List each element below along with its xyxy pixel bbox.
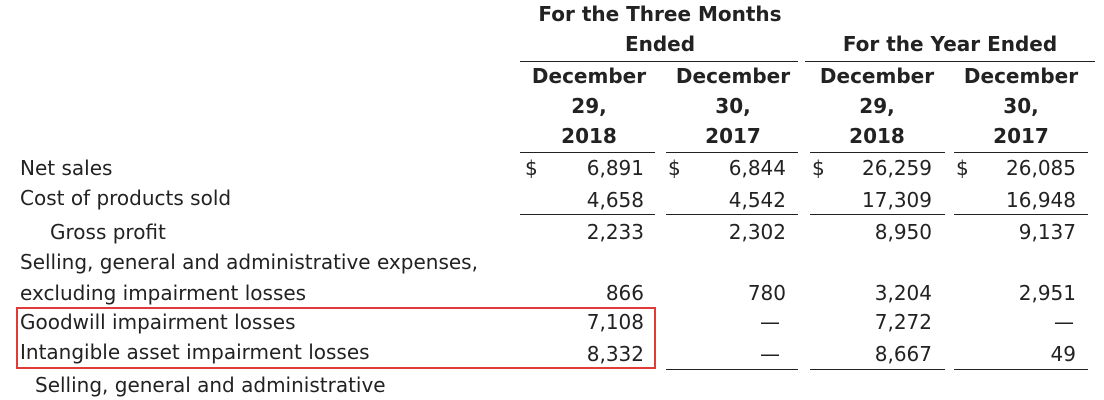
col4-header-day: 30, bbox=[1003, 94, 1039, 118]
gross-col3: 8,950 bbox=[874, 220, 932, 244]
row-sga-label-line2: excluding impairment losses bbox=[20, 281, 307, 305]
goodwill-col2: — bbox=[760, 310, 780, 334]
cost-underline-col2 bbox=[666, 214, 798, 215]
net-sales-col4: 26,085 bbox=[1006, 156, 1076, 180]
cost-underline-col3 bbox=[810, 214, 945, 215]
gross-col1: 2,233 bbox=[586, 220, 644, 244]
intangible-col2: — bbox=[760, 342, 780, 366]
header-three-months-line2: Ended bbox=[624, 32, 696, 56]
sga-col4: 2,951 bbox=[1018, 281, 1076, 305]
row-gross-profit-label: Gross profit bbox=[50, 220, 166, 244]
col3-header-month: December bbox=[819, 64, 935, 88]
col4-header-year: 2017 bbox=[993, 124, 1049, 148]
col4-header-month: December bbox=[963, 64, 1079, 88]
intangible-col3: 8,667 bbox=[874, 342, 932, 366]
dollar-sign: $ bbox=[956, 156, 969, 180]
dollar-sign: $ bbox=[525, 156, 538, 180]
sga-col3: 3,204 bbox=[874, 281, 932, 305]
net-sales-col3: 26,259 bbox=[862, 156, 932, 180]
net-sales-col2: 6,844 bbox=[728, 156, 786, 180]
row-goodwill-label: Goodwill impairment losses bbox=[20, 310, 296, 334]
header-underline-three-months bbox=[520, 61, 798, 62]
header-underline-year bbox=[805, 61, 1095, 62]
intangible-col4: 49 bbox=[1050, 342, 1076, 366]
sga-col2: 780 bbox=[747, 281, 786, 305]
gross-col4: 9,137 bbox=[1018, 220, 1076, 244]
intangible-underline-col2 bbox=[666, 369, 798, 370]
gross-col2: 2,302 bbox=[728, 220, 786, 244]
row-cost-label: Cost of products sold bbox=[20, 186, 232, 210]
goodwill-col3: 7,272 bbox=[874, 310, 932, 334]
col3-header-year: 2018 bbox=[849, 124, 905, 148]
col4-header-underline bbox=[954, 152, 1088, 153]
highlight-box bbox=[16, 307, 656, 369]
goodwill-col4: — bbox=[1054, 310, 1074, 334]
col1-header-underline bbox=[520, 152, 655, 153]
sga-col1: 866 bbox=[605, 281, 644, 305]
row-intangible-label: Intangible asset impairment losses bbox=[20, 340, 370, 364]
cost-underline-col1 bbox=[520, 214, 655, 215]
row-sga2-label: Selling, general and administrative bbox=[35, 373, 386, 397]
dollar-sign: $ bbox=[812, 156, 825, 180]
net-sales-col1: 6,891 bbox=[586, 156, 644, 180]
goodwill-col1: 7,108 bbox=[586, 310, 644, 334]
col2-header-underline bbox=[666, 152, 798, 153]
col3-header-underline bbox=[810, 152, 945, 153]
cost-col4: 16,948 bbox=[1006, 188, 1076, 212]
header-three-months-line1: For the Three Months bbox=[538, 2, 782, 26]
col1-header-year: 2018 bbox=[561, 124, 617, 148]
row-net-sales-label: Net sales bbox=[20, 156, 113, 180]
row-sga-label-line1: Selling, general and administrative expe… bbox=[20, 250, 478, 274]
intangible-underline-col4 bbox=[954, 369, 1088, 370]
header-year-ended: For the Year Ended bbox=[842, 32, 1058, 56]
col1-header-day: 29, bbox=[571, 94, 607, 118]
col1-header-month: December bbox=[531, 64, 647, 88]
col2-header-year: 2017 bbox=[705, 124, 761, 148]
intangible-underline-col3 bbox=[810, 369, 945, 370]
col2-header-month: December bbox=[675, 64, 791, 88]
cost-col2: 4,542 bbox=[728, 188, 786, 212]
cost-col1: 4,658 bbox=[586, 188, 644, 212]
cost-col3: 17,309 bbox=[862, 188, 932, 212]
dollar-sign: $ bbox=[668, 156, 681, 180]
cost-underline-col4 bbox=[954, 214, 1088, 215]
intangible-col1: 8,332 bbox=[586, 342, 644, 366]
col2-header-day: 30, bbox=[715, 94, 751, 118]
col3-header-day: 29, bbox=[859, 94, 895, 118]
